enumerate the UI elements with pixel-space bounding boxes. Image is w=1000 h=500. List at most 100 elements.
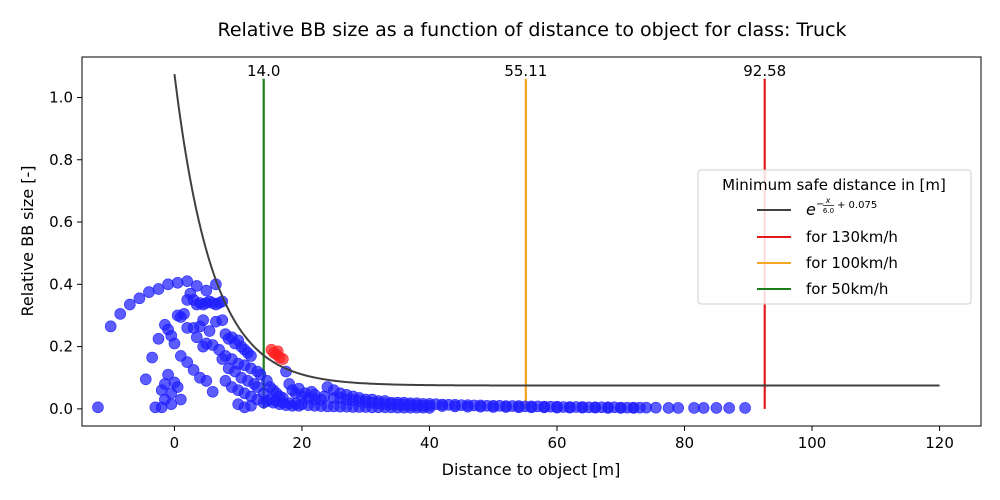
scatter-point	[538, 401, 551, 414]
x-axis-label: Distance to object [m]	[442, 460, 621, 479]
legend-box	[697, 169, 972, 305]
scatter-point	[292, 399, 305, 412]
y-axis-ticks: 0.0 0.2 0.4 0.6 0.8 1.0	[49, 88, 82, 418]
scatter-point	[563, 401, 576, 414]
x-tick-label: 0	[170, 434, 180, 452]
scatter-point	[739, 402, 751, 414]
y-tick-label: 0.2	[49, 338, 73, 356]
scatter-point	[104, 320, 117, 333]
scatter-point	[436, 400, 449, 412]
chart-title: Relative BB size as a function of distan…	[217, 19, 846, 41]
scatter-points	[92, 275, 751, 414]
scatter-point	[318, 390, 331, 403]
scatter-point	[200, 284, 213, 297]
x-tick-label: 40	[420, 434, 439, 452]
plot-area	[92, 74, 940, 414]
fit-curve	[173, 74, 940, 387]
scatter-point	[190, 331, 203, 344]
scatter-point	[155, 384, 168, 396]
scatter-point	[114, 308, 127, 320]
scatter-point	[292, 382, 305, 395]
scatter-point	[181, 356, 194, 368]
threshold-labels: 92.58 55.11 14.0	[247, 62, 786, 80]
scatter-point	[697, 402, 710, 414]
legend-curve-exp-prefix: −	[816, 199, 824, 210]
scatter-point	[589, 401, 602, 414]
scatter-point	[525, 401, 538, 414]
threshold-label: 14.0	[247, 62, 280, 80]
scatter-point	[627, 402, 640, 414]
y-axis-label: Relative BB size [-]	[18, 165, 37, 316]
scatter-point	[602, 402, 614, 414]
legend-label-100: for 100km/h	[806, 254, 898, 272]
scatter-point	[461, 400, 474, 413]
scatter-point	[245, 350, 257, 362]
scatter-point	[162, 368, 174, 381]
scatter-point	[710, 402, 723, 414]
y-tick-label: 0.6	[49, 213, 73, 231]
scatter-point	[92, 401, 104, 414]
y-tick-label: 0.0	[49, 400, 73, 418]
scatter-point	[124, 298, 136, 311]
legend-label-130: for 130km/h	[806, 228, 898, 246]
scatter-point	[190, 280, 203, 292]
scatter-point	[449, 400, 461, 413]
legend-entry-curve: e − x 6.0 + 0.075	[806, 196, 877, 219]
legend-curve-base: e	[806, 200, 816, 219]
scatter-point	[133, 292, 146, 305]
threshold-label: 55.11	[504, 62, 547, 80]
scatter-point	[152, 333, 165, 345]
legend-label-50: for 50km/h	[806, 280, 888, 298]
scatter-point	[200, 375, 213, 387]
legend-curve-exp-den: 6.0	[823, 207, 834, 215]
legend-curve-exp-num: x	[825, 196, 831, 205]
scatter-point	[305, 385, 318, 398]
scatter-point	[168, 337, 181, 350]
scatter-point	[216, 314, 229, 326]
scatter-point	[171, 381, 184, 393]
scatter-point	[162, 278, 174, 291]
scatter-point	[576, 401, 589, 414]
scatter-point	[216, 353, 229, 365]
scatter-point	[328, 392, 340, 404]
scatter-point	[139, 373, 152, 386]
y-tick-label: 0.4	[49, 275, 73, 293]
scatter-point	[423, 399, 436, 412]
threshold-label: 92.58	[743, 62, 786, 80]
scatter-point	[474, 400, 487, 413]
legend: Minimum safe distance in [m] e − x 6.0 +…	[697, 169, 972, 305]
scatter-point	[723, 402, 735, 414]
y-tick-label: 1.0	[49, 88, 73, 106]
scatter-point	[614, 402, 627, 414]
x-tick-label: 60	[547, 434, 566, 452]
y-tick-label: 0.8	[49, 151, 73, 169]
x-tick-label: 80	[675, 434, 694, 452]
scatter-point	[197, 314, 209, 326]
scatter-point	[181, 275, 194, 288]
scatter-point	[551, 401, 563, 414]
axes-frame	[81, 56, 982, 427]
scatter-point	[500, 401, 512, 413]
scatter-point	[271, 345, 284, 358]
legend-title: Minimum safe distance in [m]	[722, 176, 946, 194]
x-tick-label: 120	[925, 434, 954, 452]
scatter-point	[650, 401, 662, 414]
scatter-point	[152, 283, 165, 295]
scatter-point	[178, 308, 190, 320]
scatter-point	[165, 398, 178, 411]
scatter-point	[171, 276, 184, 289]
scatter-point	[512, 401, 525, 414]
scatter-point	[187, 364, 200, 376]
scatter-point	[672, 402, 684, 414]
scatter-point	[245, 399, 257, 412]
x-tick-label: 100	[798, 434, 827, 452]
scatter-point	[487, 401, 500, 413]
scatter-point	[175, 393, 187, 406]
legend-curve-exp-plus: + 0.075	[837, 200, 877, 211]
x-tick-label: 20	[292, 434, 311, 452]
scatter-point	[146, 351, 158, 364]
scatter-point	[203, 325, 216, 337]
x-axis-ticks: 0 20 40 60 80 100 120	[170, 426, 954, 452]
threshold-lines	[262, 78, 766, 409]
